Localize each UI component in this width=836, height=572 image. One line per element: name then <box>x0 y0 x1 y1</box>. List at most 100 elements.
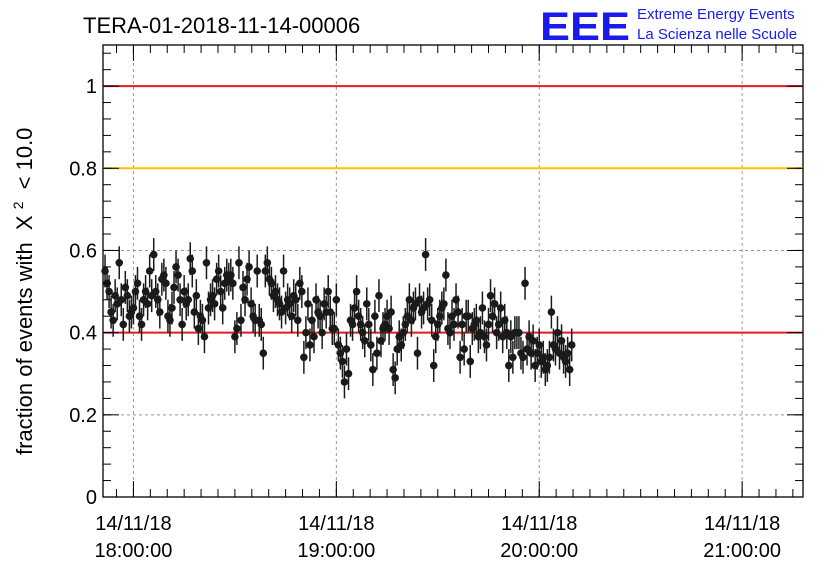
data-point <box>235 258 243 267</box>
data-point <box>229 279 237 288</box>
data-point <box>340 378 349 386</box>
y-tick-label: 0.2 <box>69 405 97 427</box>
data-point <box>450 320 458 329</box>
data-point <box>245 263 253 271</box>
data-point <box>427 316 436 325</box>
y-axis-label-suffix: < 10.0 <box>12 128 37 190</box>
data-point <box>145 267 154 275</box>
data-point <box>482 341 491 349</box>
y-tick-label: 0 <box>86 487 97 509</box>
data-point <box>545 353 554 362</box>
data-point <box>486 291 495 300</box>
data-points <box>101 238 576 399</box>
data-point <box>369 365 377 374</box>
data-point <box>119 320 128 329</box>
data-point <box>298 287 306 296</box>
data-point <box>529 337 537 345</box>
data-point <box>364 320 373 329</box>
data-point <box>318 328 326 337</box>
data-point <box>133 279 142 288</box>
data-point <box>521 279 529 288</box>
data-point <box>218 304 227 312</box>
data-point <box>344 369 353 378</box>
data-point <box>478 304 487 312</box>
data-point <box>338 357 347 366</box>
data-point <box>184 295 193 304</box>
data-point <box>456 353 464 362</box>
data-point <box>342 345 351 353</box>
data-point <box>170 283 178 292</box>
data-point <box>442 271 450 279</box>
data-point <box>464 312 473 321</box>
data-point <box>241 295 249 304</box>
y-tick-label: 0.8 <box>69 158 97 180</box>
data-point <box>413 349 422 357</box>
data-point <box>367 341 375 349</box>
axes: 0 0.2 0.4 0.6 0.8 1 14/11/18 18:00:00 14/11/18 19… <box>69 45 803 562</box>
data-point <box>149 250 158 259</box>
data-point <box>371 312 379 321</box>
data-point <box>233 324 241 333</box>
data-point <box>304 300 312 308</box>
data-point <box>429 361 438 370</box>
data-point <box>123 291 132 300</box>
x-tick-date: 14/11/18 <box>298 513 374 535</box>
data-point <box>109 316 117 325</box>
data-point <box>324 287 333 296</box>
chart-title: TERA-01-2018-11-14-00006 <box>83 13 360 38</box>
data-point <box>553 328 562 337</box>
data-point <box>310 332 318 341</box>
data-point <box>287 312 296 321</box>
data-point <box>143 300 152 308</box>
data-point <box>425 295 434 304</box>
logo-line-1: Extreme Energy Events <box>637 6 795 23</box>
x-tick-time: 21:00:00 <box>703 540 781 562</box>
x-tick-time: 18:00:00 <box>95 540 173 562</box>
eee-logo: EEE Extreme Energy Events La Scienza nel… <box>540 5 797 49</box>
data-point <box>352 287 361 296</box>
data-point <box>484 320 493 329</box>
data-point <box>360 337 369 345</box>
data-point <box>547 308 556 316</box>
data-point <box>200 332 209 341</box>
y-axis-label-symbol: X <box>12 215 37 230</box>
data-point <box>496 304 505 312</box>
data-point <box>454 308 462 316</box>
logo-line-2: La Scienza nelle Scuole <box>637 26 797 43</box>
y-axis-label-superscript: 2 <box>10 201 26 209</box>
data-point <box>174 271 182 279</box>
data-point <box>565 365 574 374</box>
data-point <box>440 300 448 308</box>
data-point <box>293 316 302 325</box>
data-point <box>202 258 211 267</box>
data-point <box>259 349 268 357</box>
data-point <box>117 295 126 304</box>
data-point <box>421 250 430 259</box>
data-point <box>105 287 113 296</box>
data-point <box>375 291 383 300</box>
data-point <box>214 267 223 275</box>
data-point <box>137 320 146 329</box>
data-point <box>509 353 517 362</box>
x-tick-date: 14/11/18 <box>704 513 780 535</box>
data-point <box>567 341 576 349</box>
data-point <box>490 300 499 308</box>
data-point <box>188 267 197 275</box>
data-point <box>515 328 523 337</box>
data-point <box>237 316 245 325</box>
data-point <box>391 374 399 382</box>
data-point <box>300 353 308 362</box>
data-point <box>362 300 371 308</box>
data-point <box>458 320 466 329</box>
y-tick-label: 1 <box>86 76 97 98</box>
data-point <box>192 291 201 300</box>
grid <box>103 45 803 497</box>
data-point <box>306 341 314 349</box>
data-point <box>176 295 184 304</box>
data-point <box>210 300 219 308</box>
data-point <box>460 345 468 353</box>
x-tick-time: 19:00:00 <box>297 540 375 562</box>
data-point <box>168 304 176 312</box>
y-tick-label: 0.4 <box>69 323 97 345</box>
